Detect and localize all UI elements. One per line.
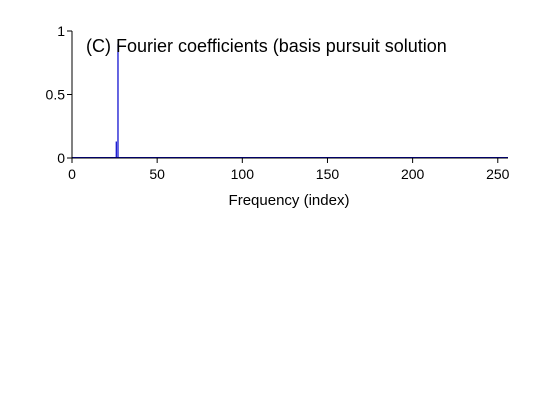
x-tick-label: 250 — [486, 166, 510, 182]
y-tick-label: 0.5 — [46, 87, 66, 103]
x-tick-label: 100 — [231, 166, 255, 182]
chart-title: (C) Fourier coefficients (basis pursuit … — [86, 36, 447, 56]
x-axis: 0 50 100 150 200 250 — [68, 157, 510, 182]
coefficient-stems — [72, 43, 508, 158]
y-tick-label: 1 — [57, 23, 65, 39]
y-tick-label: 0 — [57, 150, 65, 166]
x-axis-label: Frequency (index) — [229, 192, 350, 209]
x-tick-label: 200 — [401, 166, 425, 182]
y-axis: 00.51 — [46, 23, 73, 166]
x-tick-label: 150 — [316, 166, 340, 182]
x-tick-label: 0 — [68, 166, 76, 182]
x-tick-label: 50 — [149, 166, 165, 182]
